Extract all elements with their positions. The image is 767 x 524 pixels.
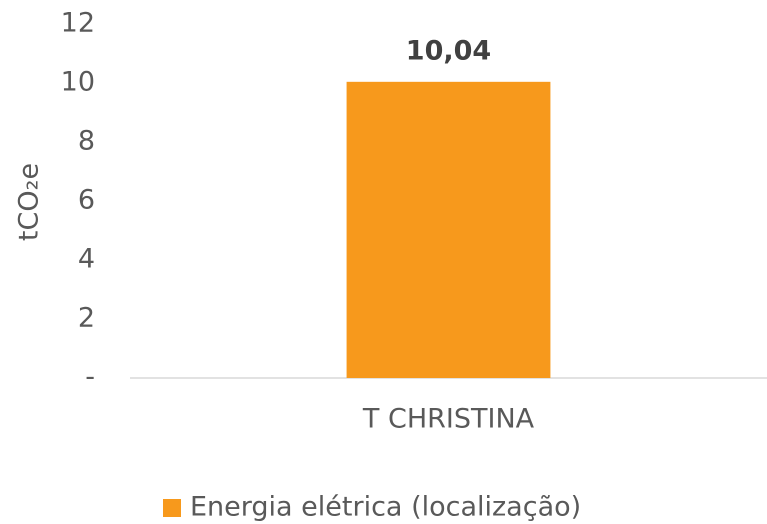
x-tick-label: T CHRISTINA [362, 404, 535, 435]
bar [346, 81, 551, 378]
legend-label: Energia elétrica (localização) [190, 492, 581, 523]
y-tick-label: 2 [78, 303, 95, 334]
y-tick-label: 10 [61, 67, 95, 98]
y-tick-label: 4 [78, 244, 95, 275]
y-axis-label: tCO₂e [14, 163, 45, 241]
y-tick-label: - [85, 362, 95, 393]
y-tick-label: 12 [61, 8, 95, 39]
legend-swatch [163, 499, 181, 517]
data-label: 10,04 [406, 35, 491, 66]
y-tick-label: 8 [78, 126, 95, 157]
y-tick-label: 6 [78, 185, 95, 216]
